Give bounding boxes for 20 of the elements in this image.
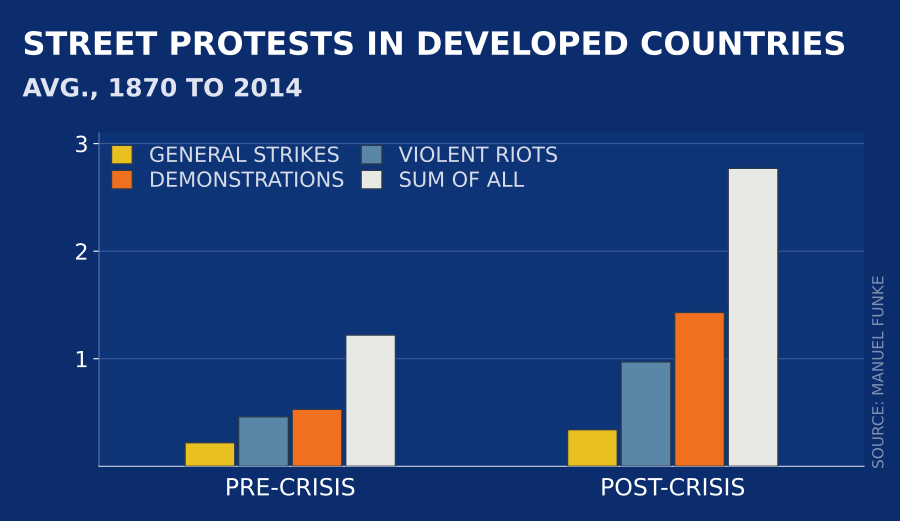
chart-title: STREET PROTESTS IN DEVELOPED COUNTRIES — [24, 30, 844, 56]
y-tick-label: 3 — [76, 136, 87, 152]
bar — [620, 361, 672, 466]
legend-label: DEMONSTRATIONS — [151, 171, 344, 188]
bar — [184, 442, 236, 466]
y-tick-label: 1 — [76, 350, 87, 368]
legend-label: GENERAL STRIKES — [150, 146, 339, 162]
bar — [674, 312, 726, 466]
chart-subtitle: AVG., 1870 TO 2014 — [22, 78, 302, 100]
source-note: SOURCE: MANUEL FUNKE — [872, 276, 884, 468]
y-tick-label: 2 — [76, 243, 86, 260]
bar — [345, 334, 396, 466]
bar — [291, 408, 343, 466]
x-tick-label: PRE-CRISIS — [227, 478, 354, 496]
bar — [566, 429, 618, 466]
bar — [238, 416, 290, 466]
x-tick-label: POST-CRISIS — [602, 478, 744, 496]
bar — [728, 168, 779, 466]
legend-label: VIOLENT RIOTS — [398, 146, 557, 162]
legend-label: SUM OF ALL — [400, 171, 524, 188]
